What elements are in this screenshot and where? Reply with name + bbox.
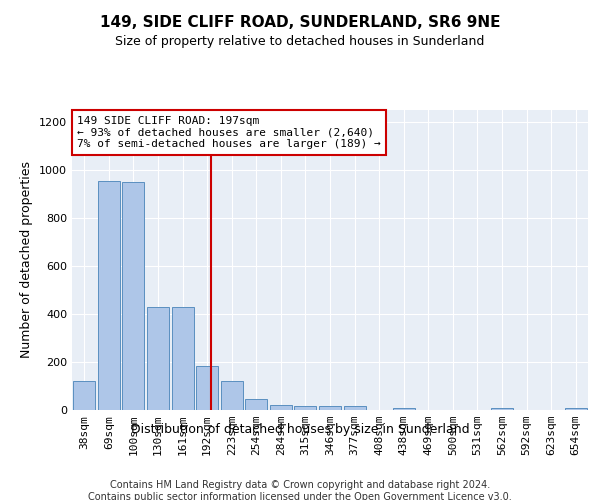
Bar [270, 405, 292, 410]
Bar [245, 399, 268, 410]
Bar [172, 307, 194, 410]
Text: Distribution of detached houses by size in Sunderland: Distribution of detached houses by size … [131, 422, 469, 436]
Text: Contains HM Land Registry data © Crown copyright and database right 2024.
Contai: Contains HM Land Registry data © Crown c… [88, 480, 512, 500]
Bar [295, 406, 316, 410]
Bar [392, 408, 415, 410]
Bar [147, 307, 169, 410]
Bar [491, 408, 513, 410]
Bar [196, 366, 218, 410]
Bar [122, 182, 145, 410]
Bar [73, 381, 95, 410]
Text: 149 SIDE CLIFF ROAD: 197sqm
← 93% of detached houses are smaller (2,640)
7% of s: 149 SIDE CLIFF ROAD: 197sqm ← 93% of det… [77, 116, 381, 149]
Bar [319, 406, 341, 410]
Bar [98, 181, 120, 410]
Text: Size of property relative to detached houses in Sunderland: Size of property relative to detached ho… [115, 35, 485, 48]
Bar [565, 408, 587, 410]
Bar [344, 406, 365, 410]
Bar [221, 381, 243, 410]
Text: 149, SIDE CLIFF ROAD, SUNDERLAND, SR6 9NE: 149, SIDE CLIFF ROAD, SUNDERLAND, SR6 9N… [100, 15, 500, 30]
Y-axis label: Number of detached properties: Number of detached properties [20, 162, 34, 358]
